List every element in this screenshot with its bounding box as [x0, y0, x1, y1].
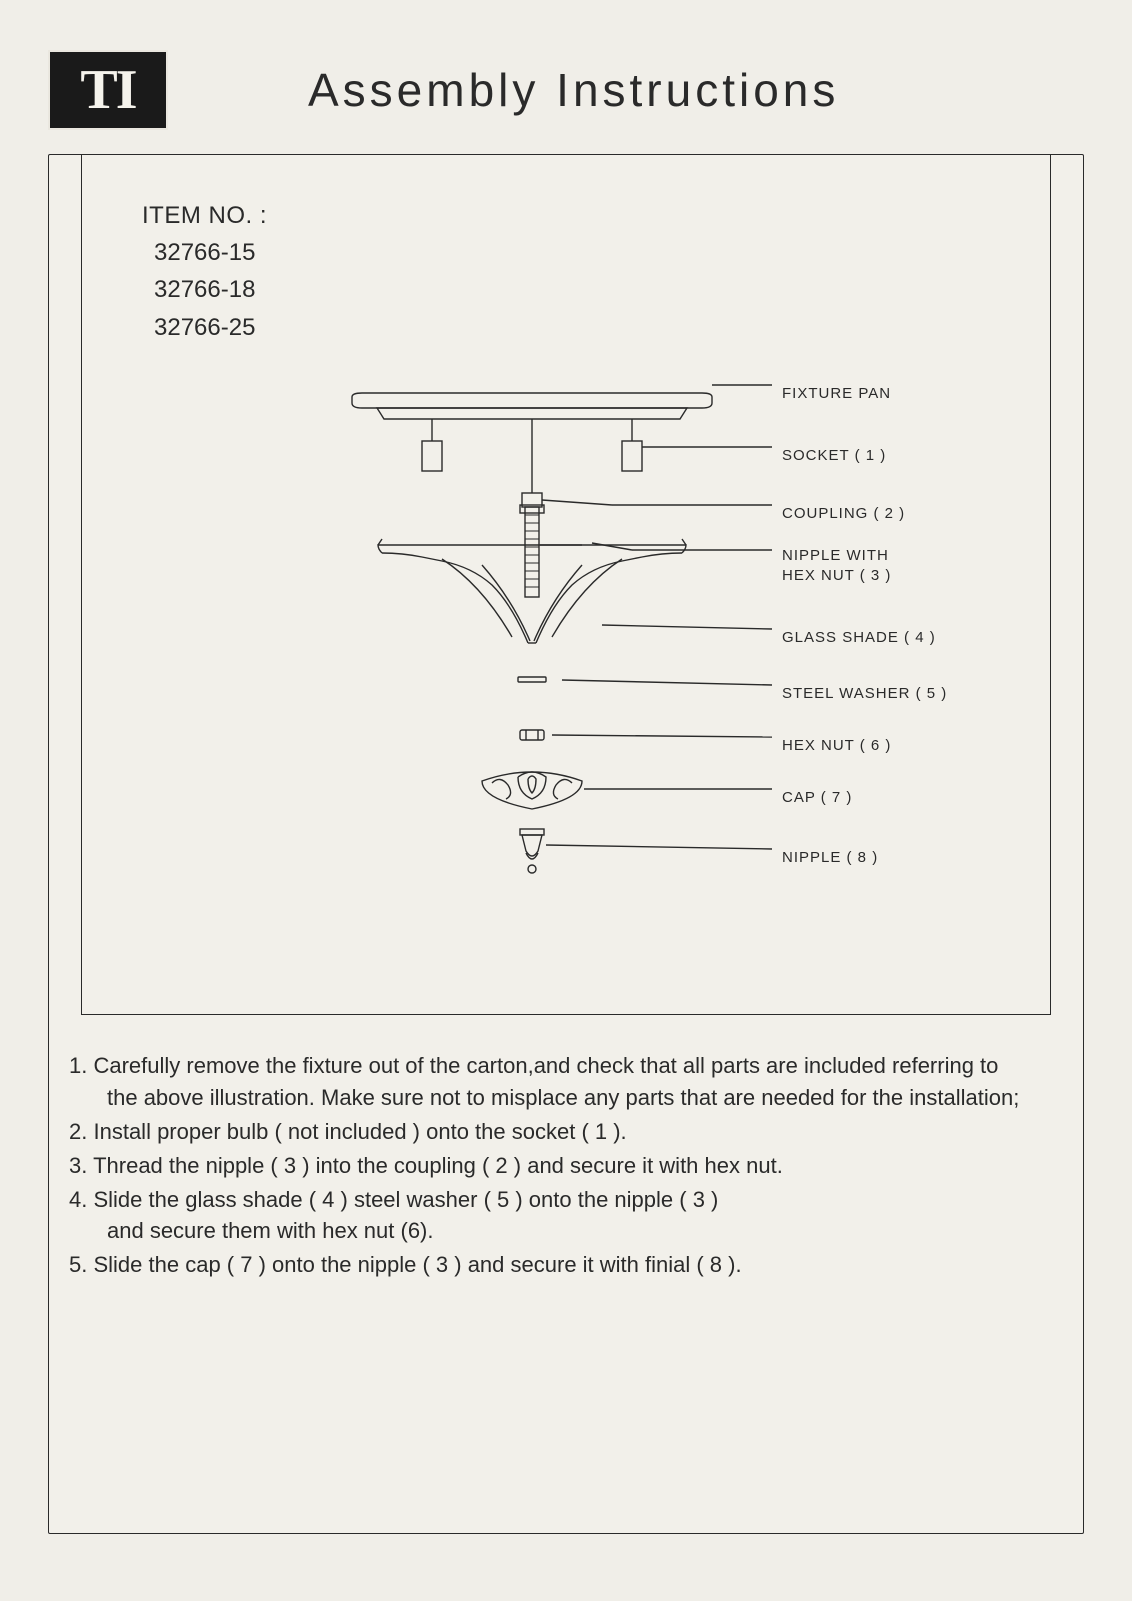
item-number-block: ITEM NO. : 32766-15 32766-18 32766-25: [142, 197, 1008, 346]
step-number: 4.: [69, 1187, 87, 1212]
diagram-panel: ITEM NO. : 32766-15 32766-18 32766-25: [81, 155, 1051, 1015]
step-text: the above illustration. Make sure not to…: [69, 1082, 1043, 1114]
logo-text: TI: [80, 58, 135, 122]
callout-label: HEX NUT ( 3 ): [782, 567, 891, 584]
callout-label: NIPPLE WITH: [782, 547, 889, 564]
callout-label: HEX NUT ( 6 ): [782, 737, 891, 754]
header: TI Assembly Instructions: [48, 50, 1084, 130]
step-text: Thread the nipple ( 3 ) into the couplin…: [93, 1153, 783, 1178]
step-text: Slide the cap ( 7 ) onto the nipple ( 3 …: [93, 1252, 741, 1277]
step-text: Carefully remove the fixture out of the …: [93, 1053, 998, 1078]
step-text: Install proper bulb ( not included ) ont…: [93, 1119, 626, 1144]
instruction-step: 5. Slide the cap ( 7 ) onto the nipple (…: [69, 1249, 1043, 1281]
callout-label: SOCKET ( 1 ): [782, 447, 886, 464]
callout-label: FIXTURE PAN: [782, 385, 891, 402]
logo: TI: [48, 50, 168, 130]
step-number: 2.: [69, 1119, 87, 1144]
step-number: 1.: [69, 1053, 87, 1078]
item-number: 32766-15: [154, 234, 1008, 271]
exploded-diagram: FIXTURE PAN SOCKET ( 1 ) COUPLING ( 2 ) …: [282, 375, 982, 935]
instruction-step: 4. Slide the glass shade ( 4 ) steel was…: [69, 1184, 1043, 1248]
callout-label: GLASS SHADE ( 4 ): [782, 629, 936, 646]
callout-label: STEEL WASHER ( 5 ): [782, 685, 947, 702]
instructions-list: 1. Carefully remove the fixture out of t…: [69, 1050, 1043, 1283]
step-number: 5.: [69, 1252, 87, 1277]
step-number: 3.: [69, 1153, 87, 1178]
item-number: 32766-18: [154, 271, 1008, 308]
instruction-step: 1. Carefully remove the fixture out of t…: [69, 1050, 1043, 1114]
callout-label: CAP ( 7 ): [782, 789, 852, 806]
callout-label: NIPPLE ( 8 ): [782, 849, 878, 866]
step-text: and secure them with hex nut (6).: [69, 1215, 1043, 1247]
instruction-step: 2. Install proper bulb ( not included ) …: [69, 1116, 1043, 1148]
page-title: Assembly Instructions: [308, 63, 839, 117]
item-number: 32766-25: [154, 309, 1008, 346]
item-label: ITEM NO. :: [142, 197, 1008, 234]
instruction-step: 3. Thread the nipple ( 3 ) into the coup…: [69, 1150, 1043, 1182]
step-text: Slide the glass shade ( 4 ) steel washer…: [93, 1187, 718, 1212]
outer-frame: ITEM NO. : 32766-15 32766-18 32766-25: [48, 154, 1084, 1534]
callout-label: COUPLING ( 2 ): [782, 505, 905, 522]
